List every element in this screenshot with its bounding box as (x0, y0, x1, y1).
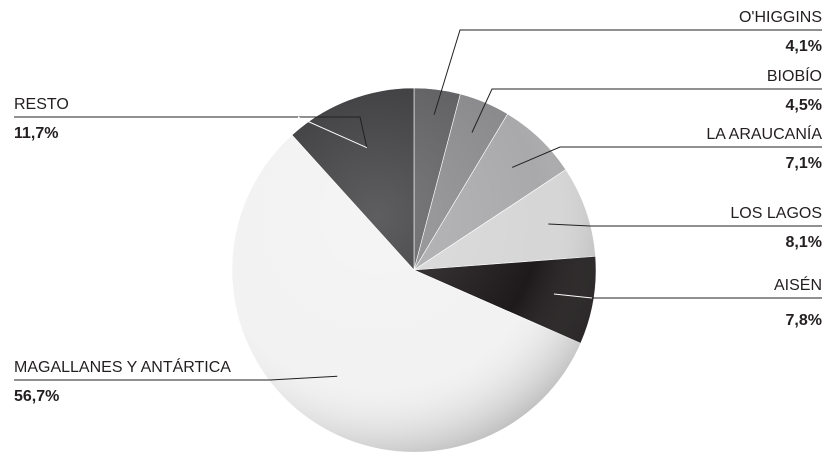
slice-value-label: 11,7% (14, 125, 58, 142)
slice-value-label: 7,1% (786, 155, 822, 172)
leader-line (433, 29, 822, 115)
leader-line (471, 88, 822, 133)
slice-label: BIOBÍO (767, 66, 822, 85)
leader-line (511, 146, 822, 168)
slice-label: RESTO (14, 96, 69, 113)
slice-value-label: 7,8% (786, 312, 822, 329)
leader-line (548, 223, 822, 227)
slice-label: AISÉN (774, 275, 822, 294)
leader-line-inner (297, 116, 368, 149)
slice-value-label: 56,7% (14, 388, 59, 405)
leader-line (14, 375, 338, 381)
leader-line-inner (553, 293, 593, 299)
pie-slices (231, 87, 597, 452)
slice-label: LA ARAUCANÍA (706, 124, 822, 143)
slice-value-label: 8,1% (786, 234, 822, 251)
slice-value-label: 4,5% (786, 97, 822, 114)
slice-label: LOS LAGOS (730, 205, 822, 222)
slice-label: O'HIGGINS (739, 9, 822, 26)
leader-line (14, 116, 368, 148)
slice-value-label: 4,1% (786, 38, 822, 55)
pie-labels: O'HIGGINS 4,1% BIOBÍO 4,5% LA ARAUCANÍA 7,1% L… (14, 9, 822, 405)
slice-label: MAGALLANES Y ANTÁRTICA (14, 357, 231, 376)
